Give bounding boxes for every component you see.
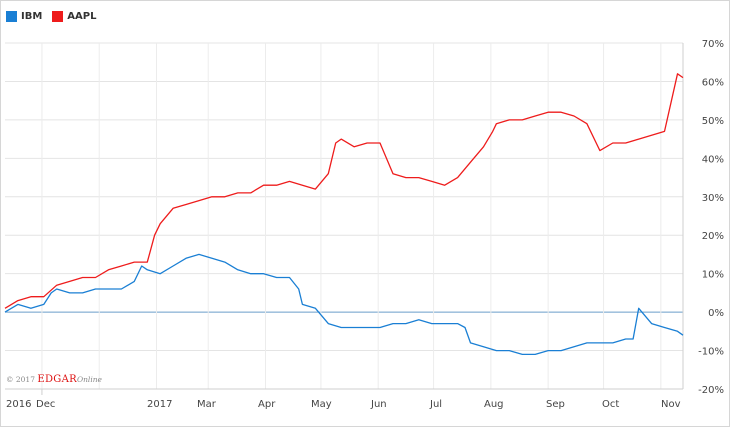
x-tick-label: Nov [661,399,681,410]
legend-item-aapl[interactable]: AAPL [52,11,96,22]
legend-label-aapl: AAPL [67,11,97,22]
x-tick-label: 2016 [6,399,31,410]
y-tick-label: 30% [702,193,724,204]
x-tick-label: 2017 [147,399,172,410]
x-tick-label: Oct [602,399,619,410]
series-line-ibm [4,253,684,356]
legend: IBM AAPL [6,11,106,22]
y-tick-label: 60% [702,77,724,88]
edgar-credit: © 2017 EDGAROnline [6,374,102,385]
y-tick-label: 50% [702,116,724,127]
x-tick-label: Aug [484,399,504,410]
y-tick-label: 10% [702,270,724,281]
x-tick-label: Apr [258,399,276,410]
x-tick-label: Dec [36,399,55,410]
legend-swatch-ibm [6,11,17,22]
legend-label-ibm: IBM [21,11,43,22]
y-tick-label: -10% [698,347,724,358]
legend-swatch-aapl [52,11,64,22]
credit-suffix: Online [76,375,102,384]
x-tick-label: Jul [429,399,442,410]
x-tick-label: May [311,399,332,410]
y-tick-label: 40% [702,154,724,165]
credit-year: © 2017 [6,375,35,384]
credit-brand: EDGAR [37,374,77,385]
y-tick-label: 0% [708,308,724,319]
y-tick-label: 70% [702,39,724,50]
x-tick-label: Sep [546,399,565,410]
series-line-aapl [4,73,684,309]
y-tick-label: 20% [702,231,724,242]
x-tick-label: Jun [370,399,387,410]
y-tick-label: -20% [698,385,724,396]
x-tick-label: Mar [197,399,217,410]
legend-item-ibm[interactable]: IBM [6,11,42,22]
